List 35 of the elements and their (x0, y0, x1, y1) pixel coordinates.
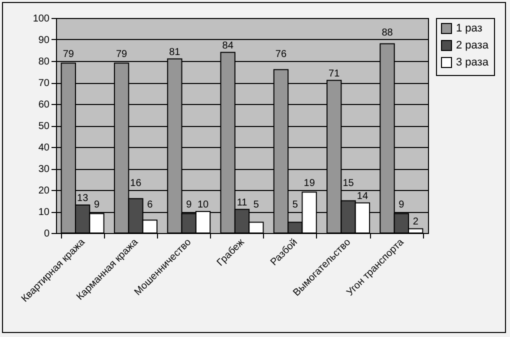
y-tick-label: 50 (38, 121, 50, 132)
data-label: 11 (236, 197, 248, 208)
data-label: 76 (275, 49, 287, 60)
data-label: 16 (130, 178, 142, 189)
data-label: 10 (197, 200, 210, 210)
y-tick-label: 80 (38, 56, 50, 68)
y-tick-label: 60 (38, 100, 50, 110)
data-label: 9 (186, 200, 192, 210)
data-label: 88 (382, 28, 394, 38)
data-label: 5 (292, 200, 298, 210)
data-label: 9 (398, 200, 405, 210)
data-label: 79 (62, 49, 74, 60)
y-tick-label: 10 (38, 207, 50, 218)
data-label: 9 (94, 200, 100, 210)
legend-label: 1 раз (456, 22, 482, 34)
data-label: 6 (147, 200, 154, 210)
data-label: 79 (116, 49, 128, 60)
data-label: 81 (169, 46, 181, 58)
data-label: 13 (77, 193, 89, 204)
data-label: 5 (253, 200, 260, 210)
y-tick-label: 90 (38, 35, 50, 46)
legend-label: 3 раза (456, 56, 490, 68)
y-tick-label: 70 (38, 78, 50, 89)
y-tick-label: 100 (32, 14, 50, 24)
data-label: 71 (328, 68, 340, 80)
y-tick-label: 20 (38, 186, 50, 196)
legend-label: 2 раза (456, 40, 490, 52)
data-label: 15 (342, 178, 354, 189)
data-label: 19 (304, 178, 316, 189)
data-label: 2 (412, 216, 419, 228)
data-label: 84 (222, 40, 234, 52)
data-label: 14 (356, 190, 368, 202)
y-tick-label: 40 (38, 142, 50, 154)
y-tick-label: 30 (38, 164, 50, 175)
y-tick-label: 0 (44, 228, 50, 240)
